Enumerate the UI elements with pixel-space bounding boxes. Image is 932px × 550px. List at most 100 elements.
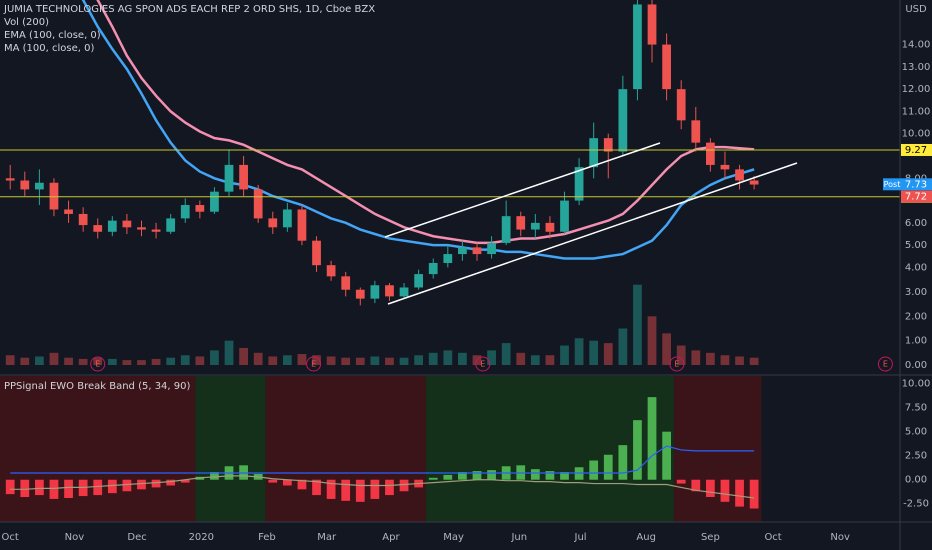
candle-body — [691, 120, 701, 143]
legend-entry: EMA (100, close, 0) — [4, 30, 101, 41]
histogram-bar — [35, 479, 44, 496]
signal-band — [673, 376, 762, 522]
x-tick-label: Mar — [317, 532, 337, 543]
candle-body — [180, 205, 190, 219]
volume-bar — [253, 352, 263, 365]
y2-tick-label: 0.00 — [905, 360, 927, 371]
y2-tick-label: 1.00 — [905, 336, 927, 347]
y-tick-label: 4.00 — [905, 262, 927, 273]
histogram-bar — [618, 445, 628, 480]
histogram-bar — [428, 477, 438, 480]
volume-bar — [458, 352, 467, 365]
x-tick-label: Sep — [701, 532, 720, 543]
candle-body — [355, 289, 365, 299]
x-tick-label: Feb — [258, 532, 276, 543]
chart-title: JUMIA TECHNOLOGIES AG SPON ADS EACH REP … — [3, 4, 375, 15]
histogram-bar — [151, 479, 161, 488]
volume-bar — [414, 355, 424, 365]
histogram-bar — [297, 479, 307, 490]
histogram-bar — [5, 479, 15, 495]
volume-bar — [487, 350, 496, 365]
price-label-box — [901, 143, 932, 156]
volume-bar — [326, 356, 336, 365]
volume-bar — [78, 358, 88, 365]
histogram-bar — [355, 479, 365, 502]
volume-bar — [312, 355, 321, 365]
volume-bar — [516, 352, 526, 365]
candle-body — [78, 213, 88, 226]
volume-bar — [720, 355, 730, 365]
event-marker — [877, 356, 893, 372]
volume-bar — [166, 357, 176, 365]
post-value: 7.73 — [905, 179, 927, 190]
candle-body — [370, 285, 380, 299]
indicator-line — [10, 475, 755, 499]
event-label: E — [311, 360, 316, 369]
y-tick-label: 10.00 — [902, 379, 931, 390]
candle-body — [633, 4, 642, 90]
histogram-bar — [676, 479, 686, 484]
volume-bar — [107, 358, 117, 365]
histogram-bar — [20, 479, 30, 498]
histogram-bar — [180, 479, 190, 483]
histogram-bar — [720, 479, 730, 502]
candle-body — [385, 285, 394, 297]
candle-body — [428, 262, 438, 275]
volume-bar — [545, 355, 555, 365]
trend-line — [387, 162, 798, 305]
candle-body — [268, 218, 278, 228]
volume-bar — [633, 284, 642, 365]
currency: USD — [905, 4, 927, 15]
candle-body — [20, 180, 30, 190]
candle-body — [501, 216, 511, 243]
candle-body — [560, 200, 569, 232]
volume-bar — [239, 347, 248, 365]
volume-bar — [210, 350, 219, 365]
event-marker — [669, 356, 685, 372]
histogram-bar — [341, 479, 351, 501]
candle-body — [662, 44, 671, 90]
volume-bar — [282, 355, 292, 365]
candle-body — [239, 164, 248, 190]
y-tick-label: -2.50 — [903, 499, 929, 510]
volume-bar — [122, 360, 132, 365]
candle-body — [253, 189, 263, 219]
histogram-bar — [312, 479, 321, 496]
volume-bar — [560, 345, 569, 365]
candle-body — [312, 240, 321, 266]
x-tick-label: Apr — [382, 532, 400, 543]
histogram-bar — [268, 479, 278, 483]
volume-bar — [268, 356, 278, 365]
volume-bar — [501, 343, 511, 365]
post-name-box — [883, 178, 901, 191]
x-tick-label: Jun — [510, 532, 527, 543]
candle-body — [720, 164, 730, 170]
histogram-bar — [589, 460, 599, 480]
y-tick-label: 6.00 — [905, 218, 927, 229]
x-tick-label: May — [443, 532, 464, 543]
candle-body — [122, 220, 132, 228]
volume-bar — [443, 350, 453, 365]
price-label: 9.27 — [905, 145, 927, 156]
candle-body — [297, 209, 307, 241]
x-tick-label: 2020 — [189, 532, 214, 543]
candle-body — [676, 89, 686, 121]
candle-body — [151, 229, 161, 232]
candle-body — [414, 274, 424, 288]
x-tick-label: Dec — [127, 532, 146, 543]
event-label: E — [674, 360, 679, 369]
volume-bar — [399, 357, 409, 365]
volume-bar — [93, 357, 103, 365]
histogram-bar — [122, 479, 132, 492]
x-tick-label: Jul — [574, 532, 587, 543]
histogram-bar — [749, 479, 759, 509]
histogram-bar — [662, 431, 671, 480]
last-price: 7.72 — [905, 192, 927, 203]
candle-body — [35, 182, 44, 190]
x-tick-label: Aug — [636, 532, 656, 543]
candle-body — [574, 167, 584, 201]
histogram-bar — [93, 479, 103, 496]
volume-bar — [151, 358, 161, 365]
histogram-bar — [64, 479, 73, 498]
histogram-bar — [735, 479, 744, 507]
